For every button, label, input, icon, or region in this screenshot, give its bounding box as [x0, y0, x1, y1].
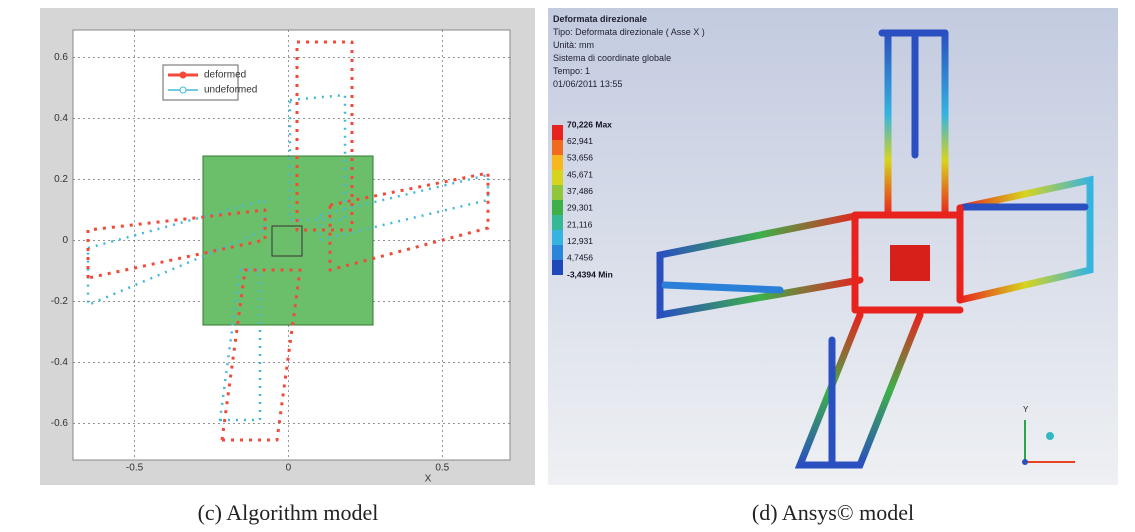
scale-swatch — [552, 125, 563, 140]
scale-label: 62,941 — [567, 136, 593, 146]
y-tick-label: -0.2 — [51, 296, 69, 307]
scale-label: 21,116 — [567, 219, 593, 229]
info-line: Deformata direzionale — [553, 14, 647, 24]
scale-swatch — [552, 140, 563, 155]
legend-label: deformed — [204, 70, 246, 81]
x-tick-label: -0.5 — [126, 463, 144, 474]
scale-label: 4,7456 — [567, 253, 593, 263]
figure: -0.5 0 0.5X 0.6 0.4 0.2 0 -0.2 -0.4 -0.6 deformed… — [0, 0, 1135, 532]
y-tick-label: 0.6 — [54, 52, 68, 63]
scale-swatch — [552, 200, 563, 215]
scale-swatch — [552, 245, 563, 260]
info-line: 01/06/2011 13:55 — [553, 79, 622, 89]
scale-swatch — [552, 215, 563, 230]
scale-swatch — [552, 170, 563, 185]
scale-label: 29,301 — [567, 203, 593, 213]
scale-label: 45,671 — [567, 169, 593, 179]
scale-label: -3,4394 Min — [567, 269, 613, 279]
x-axis-label: X — [425, 474, 432, 485]
x-tick-label: 0 — [286, 463, 292, 474]
caption: (c) Algorithm model — [198, 500, 379, 525]
triad-label: Y — [1023, 405, 1029, 414]
center-mass — [890, 245, 930, 281]
y-tick-label: 0 — [62, 235, 68, 246]
info-line: Tempo: 1 — [553, 66, 590, 76]
scale-label: 37,486 — [567, 186, 593, 196]
legend-swatch — [180, 87, 186, 93]
y-tick-label: -0.6 — [51, 418, 69, 429]
x-tick-label: 0.5 — [435, 463, 449, 474]
legend-label: undeformed — [204, 85, 257, 96]
info-line: Tipo: Deformata direzionale ( Asse X ) — [553, 27, 705, 37]
info-line: Sistema di coordinate globale — [553, 53, 671, 63]
scale-swatch — [552, 260, 563, 275]
scale-swatch — [552, 155, 563, 170]
legend-swatch — [180, 72, 186, 78]
scale-label: 12,931 — [567, 236, 593, 246]
mass-square — [203, 156, 373, 325]
scale-label: 70,226 Max — [567, 119, 612, 129]
info-line: Unità: mm — [553, 40, 594, 50]
scale-label: 53,656 — [567, 153, 593, 163]
y-tick-label: -0.4 — [51, 357, 69, 368]
scale-swatch — [552, 185, 563, 200]
y-tick-label: 0.2 — [54, 174, 68, 185]
scale-swatch — [552, 230, 563, 245]
caption: (d) Ansys© model — [752, 500, 914, 525]
y-tick-label: 0.4 — [54, 113, 68, 124]
